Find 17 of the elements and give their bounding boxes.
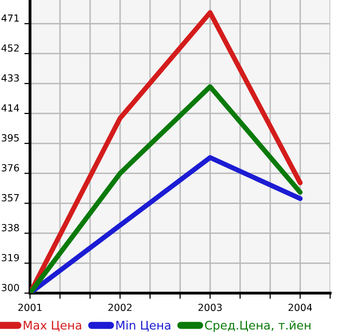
x-tick-label: 2004 xyxy=(288,304,312,312)
legend-label: Сред.Цена, т.йен xyxy=(205,320,310,332)
y-tick-label: 414 xyxy=(2,104,20,112)
x-tick-label: 2003 xyxy=(198,304,222,312)
y-tick-label: 452 xyxy=(2,44,19,52)
x-tick-label: 2002 xyxy=(108,304,132,312)
x-tick-label: 2001 xyxy=(18,304,42,312)
y-tick-label: 338 xyxy=(2,224,19,232)
y-tick-label: 471 xyxy=(2,14,19,22)
y-tick-label: 395 xyxy=(2,134,19,142)
legend-label: Min Цена xyxy=(116,320,170,332)
legend-label: Max Цена xyxy=(24,320,82,332)
y-tick-label: 433 xyxy=(2,74,19,82)
y-tick-label: 319 xyxy=(2,254,19,262)
y-tick-label: 376 xyxy=(2,164,19,172)
y-tick-label: 357 xyxy=(2,194,19,202)
y-tick-label: 300 xyxy=(2,284,19,292)
